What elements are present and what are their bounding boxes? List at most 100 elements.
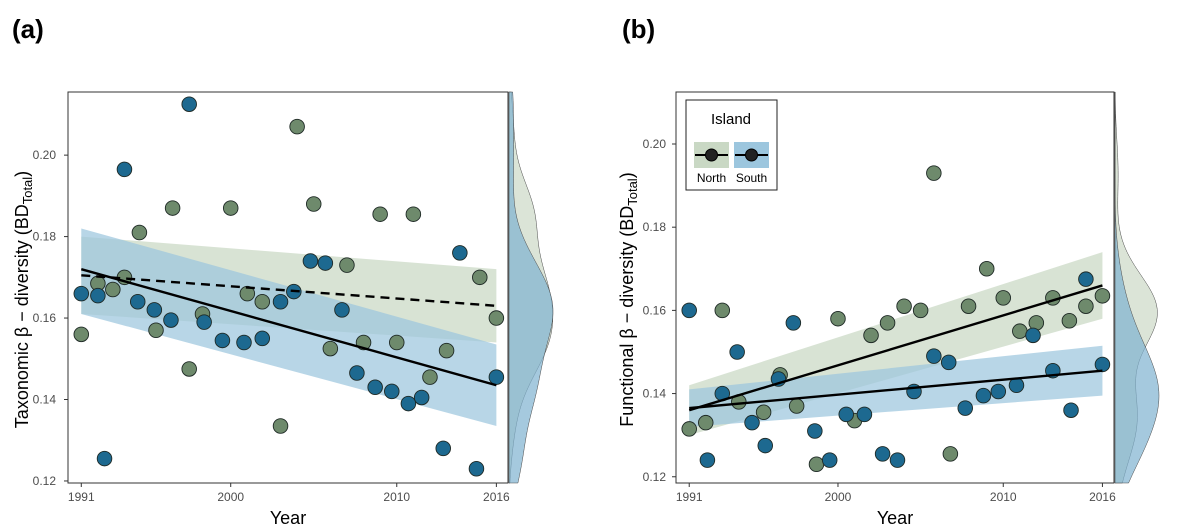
y-tick-label: 0.12 bbox=[643, 470, 667, 484]
data-point-south bbox=[400, 395, 417, 412]
data-point-north bbox=[339, 257, 355, 273]
data-point-north bbox=[698, 414, 714, 431]
data-point-south bbox=[699, 452, 716, 468]
trend-line-north bbox=[81, 274, 497, 308]
data-point-south bbox=[744, 414, 760, 431]
data-point-south bbox=[73, 285, 90, 302]
data-point-south bbox=[1078, 271, 1094, 287]
marginal-density bbox=[508, 91, 554, 484]
data-point-north bbox=[788, 398, 805, 414]
data-point-north bbox=[131, 224, 148, 241]
data-point-north bbox=[422, 369, 438, 385]
data-point-north bbox=[995, 290, 1012, 306]
data-point-south bbox=[1094, 356, 1111, 373]
data-point-north bbox=[472, 269, 488, 286]
data-point-north bbox=[1094, 288, 1111, 304]
trend-line-south bbox=[80, 268, 497, 387]
data-point-north bbox=[305, 196, 322, 212]
data-point-north bbox=[254, 294, 271, 310]
data-point-south bbox=[163, 312, 179, 328]
y-tick-label: 0.16 bbox=[33, 311, 57, 325]
trend-line-south bbox=[689, 369, 1103, 410]
data-point-north bbox=[681, 421, 697, 437]
plot-frame bbox=[675, 91, 1115, 484]
data-point-north bbox=[912, 302, 929, 319]
x-tick-label: 2016 bbox=[483, 490, 510, 504]
data-point-north bbox=[896, 298, 912, 314]
x-tick-label: 1991 bbox=[676, 490, 703, 504]
data-point-north bbox=[1078, 298, 1094, 314]
data-point-south bbox=[1063, 402, 1079, 418]
y-tick-label: 0.14 bbox=[33, 393, 57, 407]
panel-label: (b) bbox=[622, 14, 655, 44]
data-point-south bbox=[926, 348, 942, 364]
data-point-north bbox=[272, 418, 289, 434]
data-point-north bbox=[372, 206, 388, 222]
data-point-south bbox=[196, 314, 212, 330]
data-point-south bbox=[1025, 327, 1041, 344]
x-tick-label: 2016 bbox=[1089, 490, 1116, 504]
data-point-south bbox=[452, 245, 468, 261]
x-axis-title: Year bbox=[877, 508, 913, 528]
data-point-south bbox=[990, 383, 1007, 400]
trend-line-north bbox=[688, 284, 1103, 412]
data-point-south bbox=[874, 446, 891, 462]
data-point-north bbox=[863, 327, 879, 344]
data-point-south bbox=[272, 294, 289, 310]
data-point-north bbox=[73, 326, 90, 343]
y-axis-title-subscript: Total bbox=[625, 178, 640, 206]
data-point-south bbox=[681, 302, 697, 319]
data-point-south bbox=[181, 96, 197, 112]
data-point-south bbox=[889, 452, 906, 468]
data-point-south bbox=[488, 369, 505, 385]
data-point-south bbox=[254, 330, 271, 347]
data-point-north bbox=[978, 261, 995, 277]
legend-key-point bbox=[745, 148, 758, 162]
data-point-north bbox=[488, 310, 505, 326]
data-point-south bbox=[334, 302, 350, 318]
legend-key-point bbox=[705, 148, 718, 162]
data-point-south bbox=[236, 334, 252, 351]
y-tick-label: 0.16 bbox=[643, 303, 667, 317]
legend-label-south: South bbox=[736, 171, 767, 185]
data-point-south bbox=[838, 406, 854, 423]
data-point-north bbox=[181, 361, 197, 377]
data-point-south bbox=[940, 354, 957, 371]
plot-frame bbox=[67, 91, 509, 484]
data-point-north bbox=[960, 298, 977, 314]
y-axis-title-subscript: Total bbox=[20, 177, 35, 205]
data-point-north bbox=[879, 315, 896, 331]
y-axis-title-close: ) bbox=[12, 171, 32, 177]
data-point-south bbox=[384, 383, 400, 400]
legend-title: Island bbox=[711, 111, 751, 128]
data-point-north bbox=[755, 404, 772, 421]
x-tick-label: 2010 bbox=[383, 490, 410, 504]
data-point-north bbox=[148, 322, 164, 339]
marginal-density bbox=[1114, 91, 1160, 484]
data-point-south bbox=[129, 294, 146, 310]
data-point-south bbox=[413, 389, 430, 406]
data-point-north bbox=[164, 200, 181, 216]
data-point-south bbox=[957, 400, 973, 416]
x-axis-title: Year bbox=[270, 508, 306, 528]
data-point-north bbox=[389, 334, 405, 351]
data-point-north bbox=[438, 342, 455, 359]
panel-a: (a) 0.12 0.14 0.16 0.18 0.20 1991 2000 2010 2016 Y… bbox=[12, 14, 554, 528]
y-axis-title: Taxonomic β − diversity (BDTotal) bbox=[12, 171, 35, 428]
density-south bbox=[1114, 92, 1160, 484]
data-point-north bbox=[1061, 313, 1078, 329]
data-point-south bbox=[821, 452, 838, 468]
legend: Island North South bbox=[685, 99, 778, 191]
data-point-south bbox=[302, 253, 319, 269]
panel-label: (a) bbox=[12, 14, 44, 44]
y-tick-label: 0.14 bbox=[643, 387, 667, 401]
data-point-north bbox=[289, 118, 305, 135]
legend-label-north: North bbox=[697, 171, 726, 185]
y-axis-title: Functional β − diversity (BDTotal) bbox=[617, 172, 640, 426]
data-point-south bbox=[90, 287, 106, 304]
x-tick-label: 2000 bbox=[217, 490, 244, 504]
y-tick-label: 0.20 bbox=[643, 137, 667, 151]
data-point-north bbox=[322, 340, 339, 357]
y-tick-label: 0.18 bbox=[643, 220, 667, 234]
